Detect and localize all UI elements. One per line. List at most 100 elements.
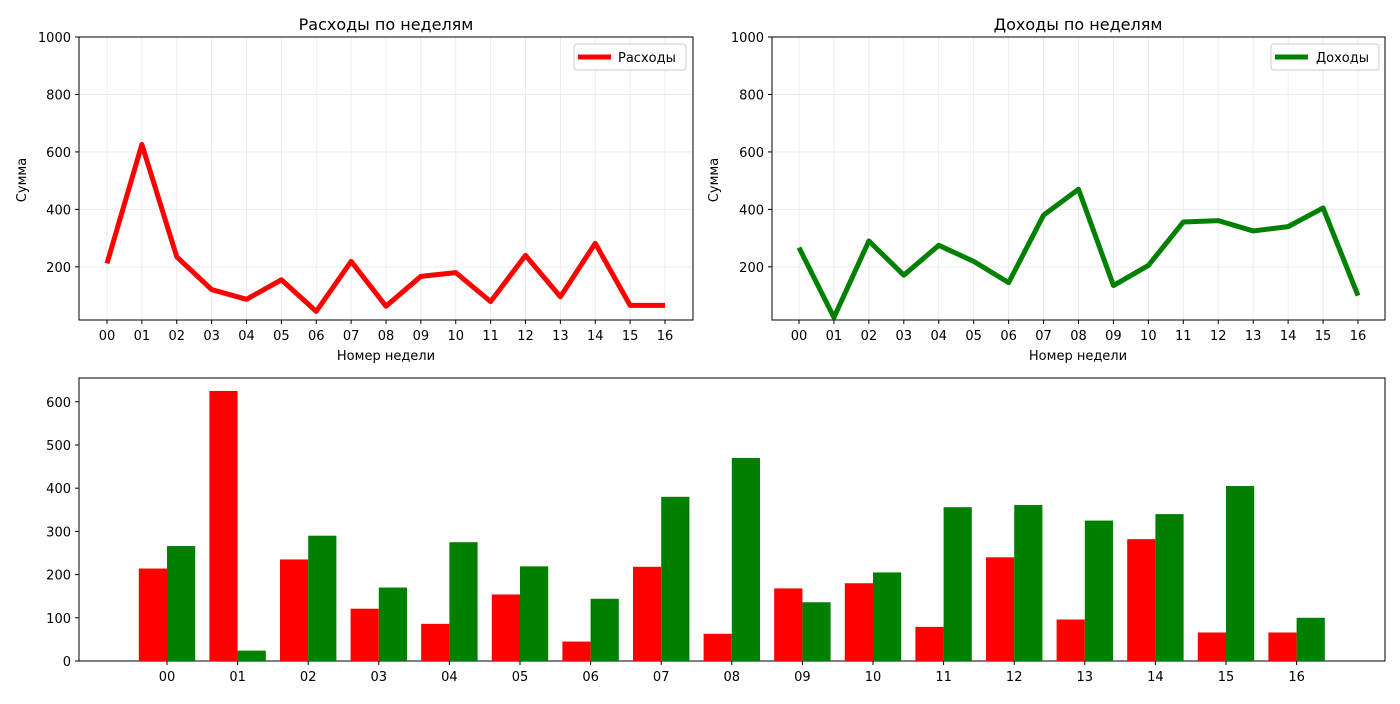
- y-tick-label: 100: [46, 612, 71, 627]
- x-tick-label: 06: [582, 670, 599, 685]
- bar: [704, 634, 732, 661]
- bar: [661, 497, 689, 661]
- x-tick-label: 04: [441, 670, 458, 685]
- y-axis-label: Сумма: [707, 158, 722, 202]
- x-tick-label: 08: [1070, 329, 1087, 344]
- y-axis-label: Сумма: [15, 158, 30, 202]
- y-tick-label: 0: [63, 655, 71, 670]
- x-tick-label: 06: [1000, 329, 1017, 344]
- y-tick-label: 200: [739, 261, 764, 276]
- bar: [802, 602, 830, 661]
- x-tick-label: 07: [343, 329, 360, 344]
- legend-label: Доходы: [1316, 51, 1369, 66]
- x-tick-label: 10: [865, 670, 882, 685]
- y-tick-label: 1000: [731, 31, 764, 46]
- x-tick-label: 07: [653, 670, 670, 685]
- x-tick-label: 14: [1280, 329, 1297, 344]
- bar: [915, 627, 943, 661]
- bar: [1085, 521, 1113, 661]
- x-tick-label: 10: [447, 329, 464, 344]
- x-tick-label: 13: [1077, 670, 1094, 685]
- x-tick-label: 02: [168, 329, 185, 344]
- legend: Расходы: [574, 44, 686, 70]
- x-tick-label: 04: [238, 329, 255, 344]
- x-tick-label: 05: [965, 329, 982, 344]
- x-tick-label: 05: [273, 329, 290, 344]
- bar: [1127, 539, 1155, 661]
- bar: [1297, 618, 1325, 661]
- bar: [1155, 514, 1183, 661]
- x-tick-label: 11: [1175, 329, 1192, 344]
- x-tick-label: 11: [482, 329, 499, 344]
- x-tick-label: 15: [622, 329, 639, 344]
- y-tick-label: 600: [46, 396, 71, 411]
- bar: [421, 624, 449, 661]
- y-tick-label: 600: [739, 146, 764, 161]
- y-tick-label: 300: [46, 525, 71, 540]
- bar: [1198, 632, 1226, 661]
- x-tick-label: 04: [930, 329, 947, 344]
- x-tick-label: 03: [896, 329, 913, 344]
- bar: [167, 546, 195, 661]
- x-axis-label: Номер недели: [337, 349, 435, 364]
- bar: [774, 588, 802, 661]
- x-tick-label: 01: [134, 329, 151, 344]
- chart-title: Расходы по неделям: [299, 15, 474, 34]
- bar: [944, 507, 972, 661]
- bar: [633, 567, 661, 661]
- x-tick-label: 02: [300, 670, 317, 685]
- x-tick-label: 12: [1006, 670, 1023, 685]
- x-tick-label: 07: [1035, 329, 1052, 344]
- y-tick-label: 400: [46, 203, 71, 218]
- x-axis-label: Номер недели: [1029, 349, 1127, 364]
- x-tick-label: 11: [935, 670, 952, 685]
- bar: [308, 536, 336, 661]
- x-tick-label: 16: [1288, 670, 1305, 685]
- x-tick-label: 01: [826, 329, 843, 344]
- bar: [1057, 620, 1085, 661]
- y-tick-label: 600: [46, 146, 71, 161]
- x-tick-label: 00: [791, 329, 808, 344]
- bar: [873, 572, 901, 661]
- expenses-line-chart: Расходы по неделям Номер недели Сумма 00…: [15, 15, 693, 364]
- x-tick-label: 10: [1140, 329, 1157, 344]
- x-tick-label: 13: [552, 329, 569, 344]
- x-tick-label: 09: [1105, 329, 1122, 344]
- x-tick-label: 15: [1218, 670, 1235, 685]
- chart-title: Доходы по неделям: [994, 15, 1163, 34]
- bar: [280, 559, 308, 661]
- y-tick-label: 200: [46, 569, 71, 584]
- legend-label: Расходы: [618, 51, 676, 66]
- x-tick-label: 06: [308, 329, 325, 344]
- x-tick-label: 09: [413, 329, 430, 344]
- x-tick-label: 14: [1147, 670, 1164, 685]
- x-tick-label: 13: [1245, 329, 1262, 344]
- x-tick-label: 12: [517, 329, 534, 344]
- bar: [449, 542, 477, 661]
- x-tick-label: 09: [794, 670, 811, 685]
- income-line-chart: Доходы по неделям Номер недели Сумма 00 0…: [707, 15, 1385, 364]
- x-tick-label: 00: [99, 329, 116, 344]
- bar: [845, 583, 873, 661]
- y-tick-label: 1000: [38, 31, 71, 46]
- x-tick-label: 02: [861, 329, 878, 344]
- x-tick-label: 14: [587, 329, 604, 344]
- y-tick-label: 400: [46, 482, 71, 497]
- y-tick-label: 800: [46, 88, 71, 103]
- x-tick-label: 03: [371, 670, 388, 685]
- bar: [732, 458, 760, 661]
- y-tick-label: 200: [46, 261, 71, 276]
- y-tick-label: 500: [46, 439, 71, 454]
- x-tick-label: 08: [724, 670, 741, 685]
- x-tick-label: 03: [203, 329, 220, 344]
- bar: [1014, 505, 1042, 661]
- x-tick-label: 01: [229, 670, 246, 685]
- bar: [238, 651, 266, 661]
- x-tick-label: 00: [159, 670, 176, 685]
- x-tick-label: 05: [512, 670, 529, 685]
- legend: Доходы: [1271, 44, 1379, 70]
